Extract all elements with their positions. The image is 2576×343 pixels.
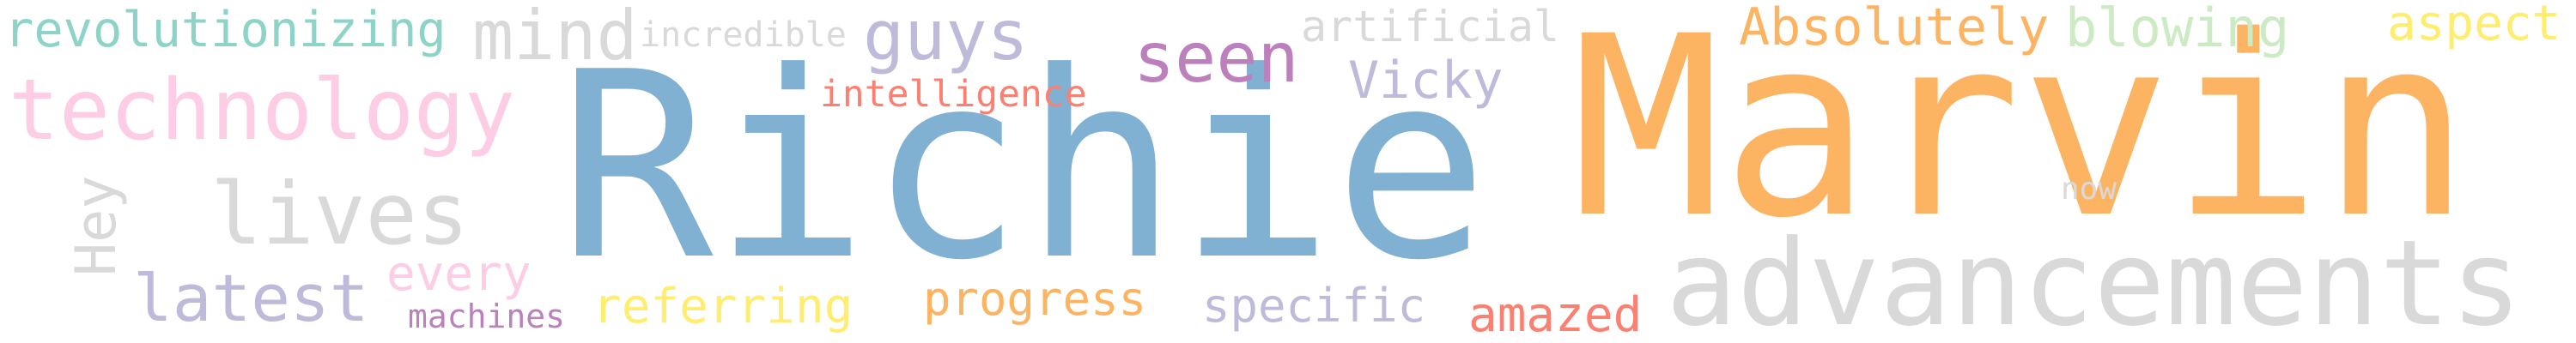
word-advancements: advancements xyxy=(1666,214,2522,343)
word-guys: guys xyxy=(863,0,1029,75)
word-latest: latest xyxy=(133,260,369,336)
word-richie: Richie xyxy=(558,17,1489,316)
word-mind: mind xyxy=(472,0,638,75)
word-every: every xyxy=(386,246,532,302)
word-aspect: aspect xyxy=(2387,0,2561,51)
word-lives: lives xyxy=(210,164,470,264)
word-revolutionizing: revolutionizing xyxy=(4,2,447,58)
word-absolutely: Absolutely xyxy=(1739,0,2050,57)
word-referring: referring xyxy=(592,279,854,334)
word-machines: machines xyxy=(408,298,566,335)
word-hey: Hey xyxy=(64,175,129,276)
word-progress: progress xyxy=(923,272,1147,326)
word-blowing: blowing xyxy=(2065,0,2290,59)
word-seen: seen xyxy=(1133,18,1299,98)
word-artificial: artificial xyxy=(1301,2,1560,51)
word-intelligence: intelligence xyxy=(820,73,1087,116)
word-specific: specific xyxy=(1202,279,1426,333)
word-vicky: Vicky xyxy=(1348,51,1504,111)
word-marvin: Marvin xyxy=(1571,0,2471,273)
word-technology: technology xyxy=(9,62,516,159)
word-now: now xyxy=(2061,172,2117,207)
word-amazed: amazed xyxy=(1468,287,1643,343)
word-incredible: incredible xyxy=(640,15,847,55)
